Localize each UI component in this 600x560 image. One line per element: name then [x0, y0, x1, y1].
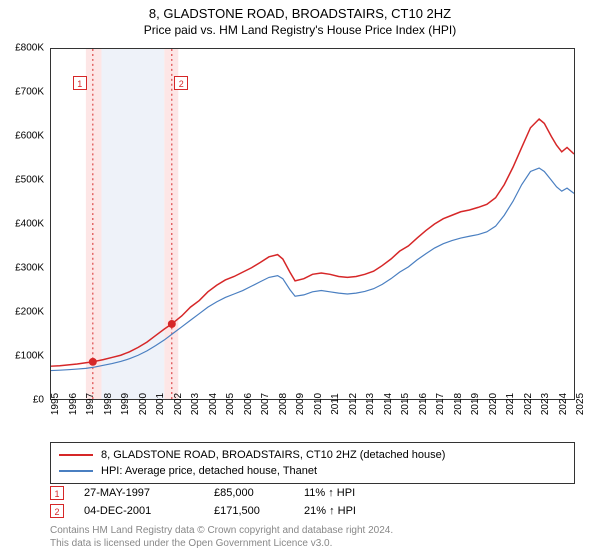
sale-price: £171,500	[214, 505, 304, 517]
legend-swatch-subject	[59, 454, 93, 456]
x-tick-label: 2019	[470, 393, 481, 415]
x-tick-label: 2023	[540, 393, 551, 415]
attribution: Contains HM Land Registry data © Crown c…	[50, 525, 575, 550]
shaded-band	[164, 49, 178, 399]
y-tick-label: £500K	[15, 175, 44, 186]
x-tick-label: 2014	[383, 393, 394, 415]
y-tick-label: £100K	[15, 351, 44, 362]
x-tick-label: 2002	[173, 393, 184, 415]
legend: 8, GLADSTONE ROAD, BROADSTAIRS, CT10 2HZ…	[50, 442, 575, 484]
y-tick-label: £700K	[15, 87, 44, 98]
table-row: 1 27-MAY-1997 £85,000 11% ↑ HPI	[50, 484, 575, 502]
y-tick-label: £200K	[15, 307, 44, 318]
x-tick-label: 2006	[243, 393, 254, 415]
x-tick-label: 2015	[400, 393, 411, 415]
sale-pct: 11% ↑ HPI	[304, 487, 424, 499]
sale-pct: 21% ↑ HPI	[304, 505, 424, 517]
legend-item-subject: 8, GLADSTONE ROAD, BROADSTAIRS, CT10 2HZ…	[59, 447, 566, 463]
sale-point-1	[89, 358, 97, 366]
x-tick-label: 1997	[85, 393, 96, 415]
legend-item-hpi: HPI: Average price, detached house, Than…	[59, 463, 566, 479]
sale-marker-box-2: 2	[174, 76, 188, 90]
x-tick-label: 1998	[103, 393, 114, 415]
shaded-band	[86, 49, 102, 399]
x-tick-label: 2004	[208, 393, 219, 415]
attribution-line1: Contains HM Land Registry data © Crown c…	[50, 525, 575, 538]
x-tick-label: 2007	[260, 393, 271, 415]
sale-marker-box-1: 1	[73, 76, 87, 90]
x-tick-label: 2003	[190, 393, 201, 415]
legend-label-subject: 8, GLADSTONE ROAD, BROADSTAIRS, CT10 2HZ…	[101, 449, 445, 461]
x-tick-label: 2018	[453, 393, 464, 415]
x-tick-label: 2010	[313, 393, 324, 415]
y-tick-label: £800K	[15, 43, 44, 54]
x-tick-label: 2000	[138, 393, 149, 415]
x-tick-label: 1995	[50, 393, 61, 415]
chart-container: 8, GLADSTONE ROAD, BROADSTAIRS, CT10 2HZ…	[0, 0, 600, 560]
x-tick-label: 2017	[435, 393, 446, 415]
x-tick-label: 1999	[120, 393, 131, 415]
y-tick-label: £400K	[15, 219, 44, 230]
sale-date: 04-DEC-2001	[84, 505, 214, 517]
sale-marker-1: 1	[50, 486, 64, 500]
attribution-line2: This data is licensed under the Open Gov…	[50, 538, 575, 551]
x-tick-label: 2009	[295, 393, 306, 415]
x-tick-label: 2021	[505, 393, 516, 415]
x-tick-label: 2001	[155, 393, 166, 415]
x-tick-label: 2016	[418, 393, 429, 415]
sale-price: £85,000	[214, 487, 304, 499]
sale-point-2	[168, 320, 176, 328]
legend-label-hpi: HPI: Average price, detached house, Than…	[101, 465, 317, 477]
title-block: 8, GLADSTONE ROAD, BROADSTAIRS, CT10 2HZ…	[0, 0, 600, 37]
x-tick-label: 2024	[558, 393, 569, 415]
x-tick-label: 2008	[278, 393, 289, 415]
x-tick-label: 2022	[523, 393, 534, 415]
x-tick-label: 2005	[225, 393, 236, 415]
legend-swatch-hpi	[59, 470, 93, 472]
sale-marker-2: 2	[50, 504, 64, 518]
x-tick-label: 1996	[68, 393, 79, 415]
x-tick-label: 2025	[575, 393, 586, 415]
plot-svg	[50, 48, 575, 400]
y-tick-label: £0	[33, 395, 44, 406]
x-tick-label: 2012	[348, 393, 359, 415]
x-tick-label: 2011	[330, 393, 341, 415]
title-main: 8, GLADSTONE ROAD, BROADSTAIRS, CT10 2HZ	[0, 6, 600, 21]
x-tick-label: 2013	[365, 393, 376, 415]
chart-area: £0£100K£200K£300K£400K£500K£600K£700K£80…	[50, 48, 575, 400]
title-sub: Price paid vs. HM Land Registry's House …	[0, 23, 600, 37]
x-tick-label: 2020	[488, 393, 499, 415]
sales-table: 1 27-MAY-1997 £85,000 11% ↑ HPI 2 04-DEC…	[50, 484, 575, 520]
y-tick-label: £600K	[15, 131, 44, 142]
table-row: 2 04-DEC-2001 £171,500 21% ↑ HPI	[50, 502, 575, 520]
sale-date: 27-MAY-1997	[84, 487, 214, 499]
y-tick-label: £300K	[15, 263, 44, 274]
